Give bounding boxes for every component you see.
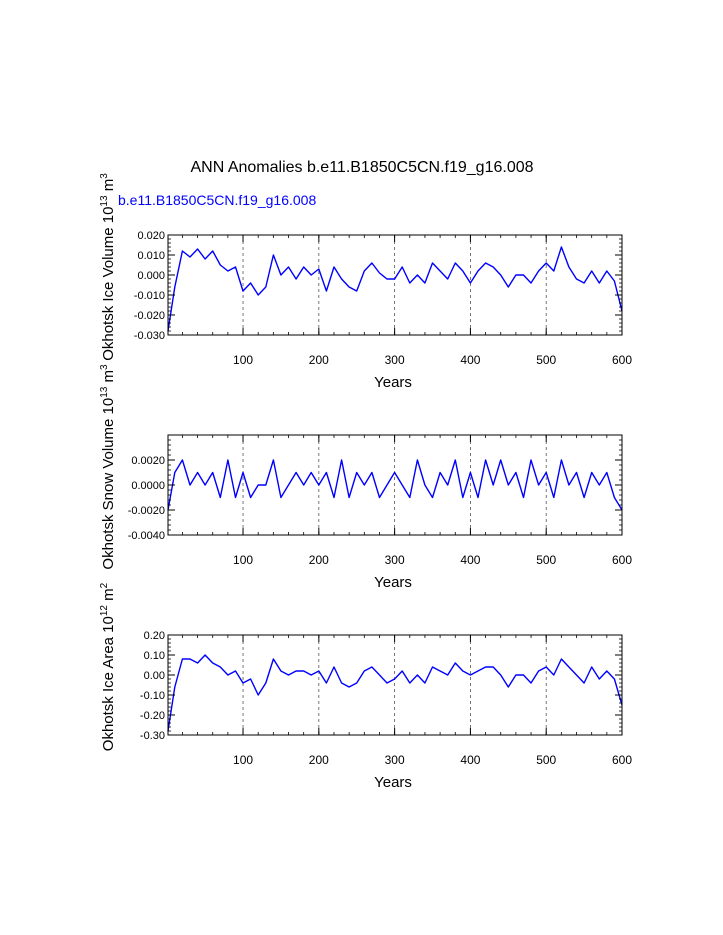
y-tick-label: -0.010 — [134, 290, 165, 302]
series-line — [167, 654, 623, 732]
panel-ice-area: 100 200 300 400 500 600 -0.30 -0.20 -0.10 0.00 0.1… — [99, 582, 632, 791]
y-tick-label: 0.10 — [144, 650, 165, 662]
y-tick-label: 0.20 — [144, 630, 165, 642]
x-tick-label: 300 — [385, 353, 405, 367]
y-tick-label: -0.30 — [140, 730, 165, 742]
x-tick-label: 100 — [233, 353, 253, 367]
series-line — [167, 246, 623, 332]
x-tick-label: 300 — [385, 753, 405, 767]
y-tick-label: -0.20 — [140, 710, 165, 722]
y-axis-label-exp: 13 — [99, 386, 110, 398]
x-tick-label: 200 — [309, 353, 329, 367]
y-axis-label-unit: m — [100, 588, 117, 605]
figure-title: ANN Anomalies b.e11.B1850C5CN.f19_g16.00… — [190, 159, 533, 176]
x-tick-label: 400 — [460, 553, 480, 567]
y-axis-label: Okhotsk Ice Area 1012 m2 — [99, 582, 117, 751]
y-tick-label: -0.10 — [140, 690, 165, 702]
panel-snow-volume: 100 200 300 400 500 600 -0.0040 -0.0020 0.0000 0.… — [99, 364, 632, 591]
y-axis-label-unit-exp: 3 — [99, 173, 110, 179]
y-tick-label: -0.0020 — [128, 505, 165, 517]
y-axis-label-unit-exp: 3 — [99, 364, 110, 370]
x-axis-label: Years — [374, 574, 412, 591]
x-tick-label: 500 — [536, 753, 556, 767]
y-axis-label: Okhotsk Snow Volume 1013 m3 — [99, 364, 117, 570]
x-axis-label: Years — [374, 374, 412, 391]
y-tick-label: -0.0040 — [128, 530, 165, 542]
y-axis-label-main: Okhotsk Ice Area 10 — [100, 616, 117, 751]
x-tick-label: 300 — [385, 553, 405, 567]
y-tick-label: 0.020 — [137, 230, 165, 242]
x-tick-label: 500 — [536, 553, 556, 567]
legend-label: b.e11.B1850C5CN.f19_g16.008 — [118, 192, 316, 208]
y-axis-label: Okhotsk Ice Volume 1013 m3 — [99, 173, 117, 361]
y-axis-label-unit-exp: 2 — [99, 582, 110, 588]
x-tick-label: 100 — [233, 553, 253, 567]
y-tick-label: 0.00 — [144, 670, 165, 682]
y-tick-label: 0.010 — [137, 250, 165, 262]
x-tick-label: 600 — [612, 353, 632, 367]
y-tick-label: 0.0020 — [131, 455, 165, 467]
panel-ice-volume: 100 200 300 400 500 600 -0.030 -0.020 -0.010 0.00… — [99, 173, 632, 391]
x-tick-label: 200 — [309, 553, 329, 567]
y-axis-label-main: Okhotsk Snow Volume 10 — [100, 398, 117, 570]
series-line — [167, 459, 623, 511]
x-tick-label: 200 — [309, 753, 329, 767]
y-tick-label: 0.0000 — [131, 480, 165, 492]
x-tick-label: 400 — [460, 753, 480, 767]
y-axis-label-main: Okhotsk Ice Volume 10 — [100, 207, 117, 361]
y-axis-label-exp: 13 — [99, 195, 110, 207]
x-tick-label: 600 — [612, 553, 632, 567]
x-axis-label: Years — [374, 774, 412, 791]
y-axis-label-exp: 12 — [99, 605, 110, 617]
y-tick-label: -0.030 — [134, 330, 165, 342]
x-tick-label: 600 — [612, 753, 632, 767]
y-axis-label-unit: m — [100, 179, 117, 196]
x-tick-label: 500 — [536, 353, 556, 367]
x-tick-label: 100 — [233, 753, 253, 767]
y-tick-label: 0.000 — [137, 270, 165, 282]
y-axis-label-unit: m — [100, 370, 117, 387]
y-tick-label: -0.020 — [134, 310, 165, 322]
x-tick-label: 400 — [460, 353, 480, 367]
